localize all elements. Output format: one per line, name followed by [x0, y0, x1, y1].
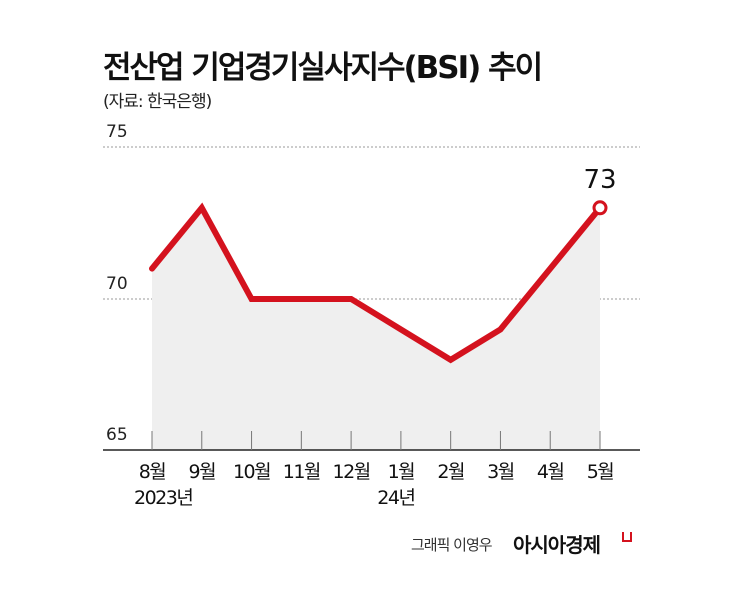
graphic-credit: 그래픽 이영우 [411, 536, 493, 554]
x-tick-label: 1월 [388, 461, 415, 483]
x-tick-label: 10월 [233, 461, 270, 483]
endpoint-value: 73 [583, 165, 616, 195]
y-tick-label: 70 [106, 274, 128, 294]
x-tick-label: 9월 [188, 461, 215, 483]
brand-mark-icon [622, 532, 632, 542]
chart-source: (자료: 한국은행) [103, 92, 212, 112]
x-tick-label: 8월 [139, 461, 166, 483]
area-fill [152, 207, 600, 450]
x-tick-label: 11월 [283, 461, 320, 483]
x-tick-label: 12월 [333, 461, 370, 483]
endpoint-marker [592, 200, 608, 216]
x-tick-label: 2월 [437, 461, 464, 483]
year-label: 24년 [377, 487, 414, 509]
brand-logo: 아시아경제 [513, 533, 601, 557]
x-axis-ticks [103, 431, 640, 451]
x-tick-label: 3월 [487, 461, 514, 483]
y-tick-label: 75 [106, 122, 128, 142]
year-label: 2023년 [134, 487, 192, 509]
x-tick-label: 4월 [537, 461, 564, 483]
x-tick-label: 5월 [587, 461, 614, 483]
y-tick-label: 65 [106, 425, 128, 445]
data-line [149, 202, 603, 364]
chart-title: 전산업 기업경기실사지수(BSI) 추이 [103, 50, 543, 86]
axis-labels: 65 70 75 8월 9월 10월 11월 12월 1월 2월 3월 4월 5월 2023년 24년 [106, 122, 615, 509]
value-annotation: 73 [583, 165, 617, 216]
